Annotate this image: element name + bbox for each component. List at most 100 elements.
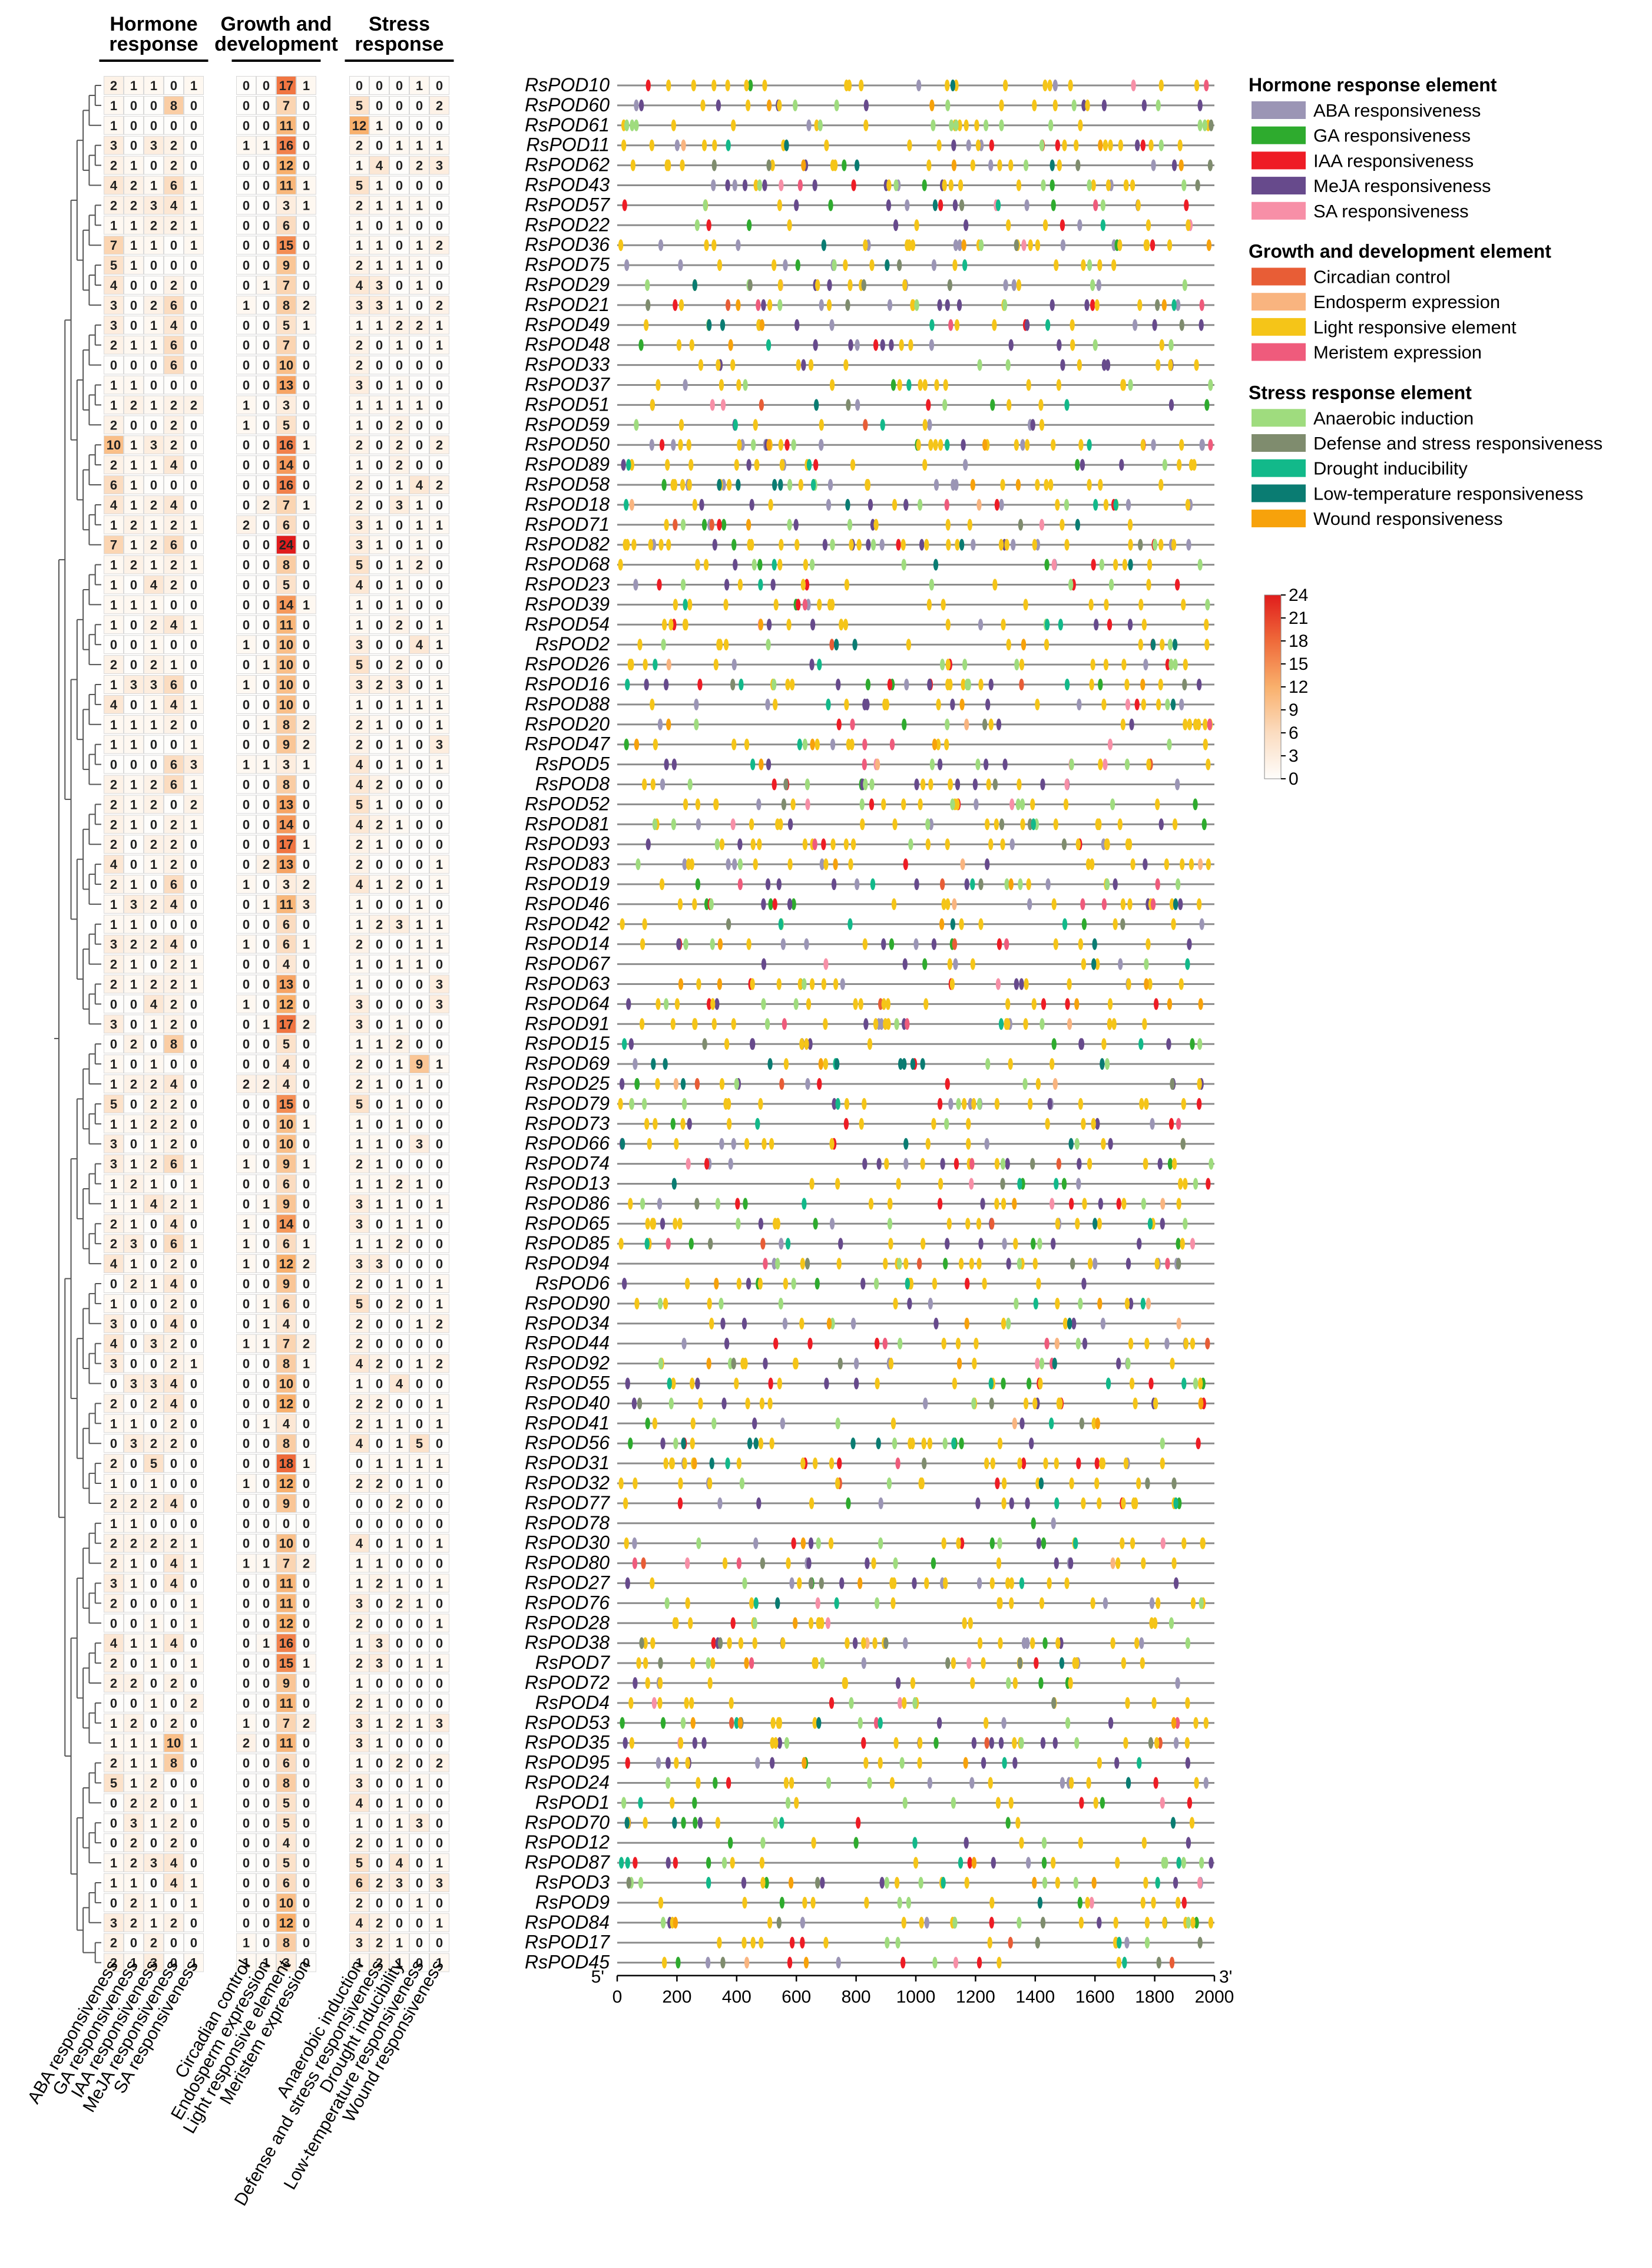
cis-element-mark bbox=[737, 578, 743, 591]
cis-element-mark bbox=[1097, 259, 1103, 272]
cis-element-mark bbox=[1064, 498, 1070, 511]
cis-element-mark bbox=[1009, 838, 1015, 851]
cis-element-mark bbox=[1155, 359, 1161, 371]
heatmap-cell-value: 1 bbox=[356, 1756, 363, 1771]
cis-element-mark bbox=[977, 359, 982, 371]
cis-element-mark bbox=[666, 159, 671, 171]
heatmap-cell-value: 1 bbox=[303, 597, 310, 612]
heatmap-cell-value: 1 bbox=[416, 278, 423, 293]
cis-element-mark bbox=[998, 1597, 1003, 1609]
cis-element-mark bbox=[1199, 299, 1204, 311]
heatmap-cell-value: 0 bbox=[396, 897, 403, 912]
heatmap-cell-value: 1 bbox=[190, 617, 197, 632]
cis-element-mark bbox=[830, 159, 836, 171]
heatmap-cell-value: 0 bbox=[416, 1377, 423, 1391]
heatmap-cell bbox=[296, 156, 316, 175]
cis-element-mark bbox=[999, 498, 1004, 511]
heatmap-cell-value: 8 bbox=[283, 558, 290, 573]
gene-label: RsPOD64 bbox=[525, 993, 610, 1014]
heatmap-cell-value: 1 bbox=[243, 937, 250, 952]
heatmap-cell-value: 0 bbox=[436, 837, 443, 852]
heatmap-cell-value: 2 bbox=[436, 438, 443, 452]
cis-element-mark bbox=[828, 1537, 834, 1549]
cis-element-mark bbox=[758, 1437, 764, 1450]
cis-element-mark bbox=[914, 778, 919, 791]
heatmap-cell-value: 8 bbox=[170, 1756, 177, 1771]
cis-element-mark bbox=[945, 439, 950, 451]
heatmap-cell bbox=[276, 435, 296, 455]
heatmap-cell-value: 13 bbox=[279, 977, 293, 992]
heatmap-cell bbox=[184, 395, 204, 415]
cis-element-mark bbox=[1008, 339, 1014, 351]
heatmap-cell bbox=[296, 495, 316, 514]
heatmap-cell-value: 0 bbox=[416, 657, 423, 672]
cis-element-mark bbox=[970, 958, 976, 970]
cis-element-mark bbox=[1073, 1537, 1078, 1549]
heatmap-cell-value: 0 bbox=[396, 857, 403, 872]
heatmap-cell bbox=[409, 395, 429, 415]
heatmap-cell bbox=[164, 176, 184, 195]
heatmap-cell-value: 3 bbox=[110, 138, 117, 153]
heatmap-cell-value: 1 bbox=[303, 1157, 310, 1172]
heatmap-cell bbox=[389, 256, 409, 275]
heatmap-cell-value: 1 bbox=[396, 338, 403, 353]
cis-element-mark bbox=[749, 818, 754, 831]
cis-element-mark bbox=[717, 479, 722, 491]
cis-element-mark bbox=[707, 1477, 713, 1489]
heatmap-cell-value: 0 bbox=[190, 1057, 197, 1072]
gene-label: RsPOD37 bbox=[525, 374, 610, 395]
heatmap-cell-value: 0 bbox=[263, 1377, 270, 1391]
cis-element-mark bbox=[833, 639, 839, 651]
cis-element-mark bbox=[777, 199, 783, 211]
heatmap-cell-value: 1 bbox=[396, 1436, 403, 1451]
cis-element-mark bbox=[1074, 139, 1079, 151]
heatmap-cell-value: 0 bbox=[190, 877, 197, 892]
cis-element-mark bbox=[1204, 619, 1209, 631]
cis-element-mark bbox=[1051, 558, 1057, 571]
cis-element-mark bbox=[1005, 1158, 1010, 1170]
heatmap-cell-value: 2 bbox=[170, 138, 177, 153]
heatmap-cell-value: 0 bbox=[376, 478, 383, 492]
heatmap-cell-value: 4 bbox=[416, 637, 423, 652]
heatmap-cell-value: 0 bbox=[303, 1496, 310, 1511]
heatmap-cell-value: 0 bbox=[436, 1237, 443, 1251]
cis-element-mark bbox=[780, 1417, 786, 1430]
heatmap-cell-value: 10 bbox=[279, 1137, 293, 1152]
heatmap-cell bbox=[124, 495, 144, 514]
heatmap-cell-value: 5 bbox=[356, 1097, 363, 1112]
cis-element-mark bbox=[731, 119, 736, 131]
cis-element-mark bbox=[868, 498, 873, 511]
heatmap-cell bbox=[236, 475, 256, 494]
heatmap-cell-value: 0 bbox=[303, 1856, 310, 1870]
cis-element-mark bbox=[817, 1078, 822, 1090]
cis-element-mark bbox=[1001, 1477, 1007, 1489]
cis-element-mark bbox=[717, 938, 723, 950]
cis-element-mark bbox=[897, 1337, 903, 1350]
cis-element-mark bbox=[819, 299, 824, 311]
heatmap-cell-value: 1 bbox=[396, 1576, 403, 1591]
heatmap-cell-value: 3 bbox=[356, 677, 363, 692]
cis-element-mark bbox=[1069, 1477, 1074, 1489]
heatmap-cell-value: 2 bbox=[150, 1436, 157, 1451]
cis-element-mark bbox=[862, 738, 868, 751]
cis-element-mark bbox=[1059, 1657, 1065, 1669]
heatmap-cell-value: 12 bbox=[279, 1257, 293, 1271]
heatmap-cell-value: 1 bbox=[376, 1177, 383, 1192]
cis-element-mark bbox=[874, 1337, 880, 1350]
cis-element-mark bbox=[706, 1657, 711, 1669]
cis-element-mark bbox=[1190, 1337, 1196, 1350]
cis-element-mark bbox=[836, 1258, 842, 1270]
cis-element-mark bbox=[848, 858, 853, 871]
heatmap-cell-value: 4 bbox=[170, 1377, 178, 1391]
cis-element-mark bbox=[886, 1477, 892, 1489]
cis-element-mark bbox=[832, 259, 837, 272]
heatmap-cell-value: 2 bbox=[356, 1476, 363, 1491]
cis-element-mark bbox=[890, 1597, 896, 1609]
cis-element-mark bbox=[1164, 858, 1170, 871]
heatmap-cell-value: 0 bbox=[263, 338, 270, 353]
heatmap-cell-value: 0 bbox=[130, 837, 137, 852]
heatmap-cell-value: 2 bbox=[303, 1257, 310, 1271]
heatmap-cell-value: 0 bbox=[150, 917, 157, 932]
cis-element-mark bbox=[797, 179, 803, 191]
cis-element-mark bbox=[1188, 858, 1194, 871]
